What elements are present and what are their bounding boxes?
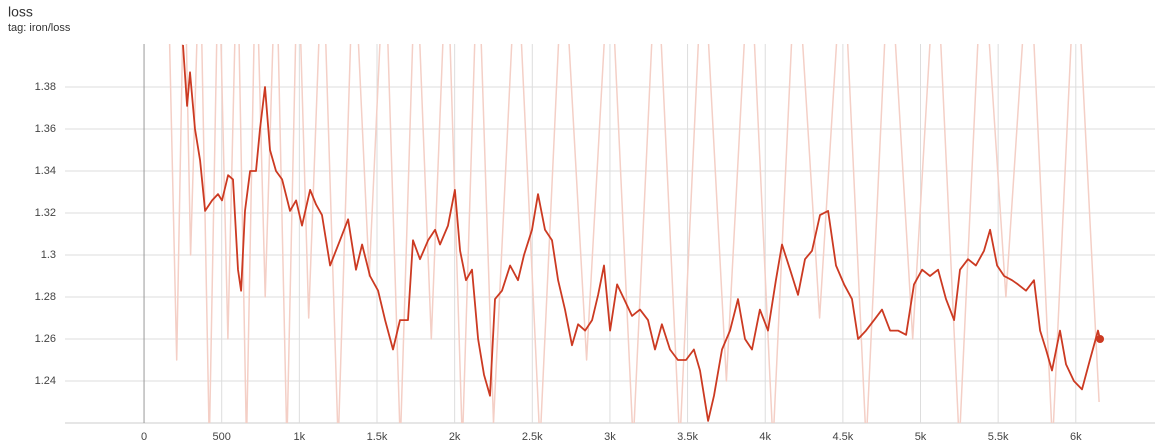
chart-title: loss: [8, 4, 33, 20]
x-tick-label: 500: [213, 431, 231, 443]
x-tick-label: 1.5k: [367, 431, 388, 443]
x-tick-label: 5.5k: [988, 431, 1009, 443]
x-tick-label: 4.5k: [832, 431, 853, 443]
x-tick-label: 0: [141, 431, 147, 443]
x-tick-label: 1k: [294, 431, 306, 443]
x-tick-label: 2k: [449, 431, 461, 443]
y-tick-label: 1.36: [35, 123, 56, 135]
x-tick-label: 3k: [604, 431, 616, 443]
y-tick-label: 1.32: [35, 207, 56, 219]
y-tick-label: 1.34: [35, 165, 56, 177]
chart-subtitle: tag: iron/loss: [8, 22, 71, 34]
y-tick-label: 1.26: [35, 333, 56, 345]
end-point: [1096, 335, 1105, 344]
x-tick-label: 3.5k: [677, 431, 698, 443]
x-tick-label: 4k: [759, 431, 771, 443]
y-tick-label: 1.24: [35, 375, 56, 387]
y-tick-label: 1.3: [41, 249, 56, 261]
grid: [65, 44, 1155, 424]
y-tick-label: 1.38: [35, 81, 56, 93]
raw-line: [168, 44, 1100, 423]
smoothed-line: [182, 44, 1101, 422]
plot: [168, 44, 1105, 423]
x-tick-label: 2.5k: [522, 431, 543, 443]
x-tick-label: 6k: [1070, 431, 1082, 443]
y-tick-label: 1.28: [35, 291, 56, 303]
x-tick-label: 5k: [915, 431, 927, 443]
